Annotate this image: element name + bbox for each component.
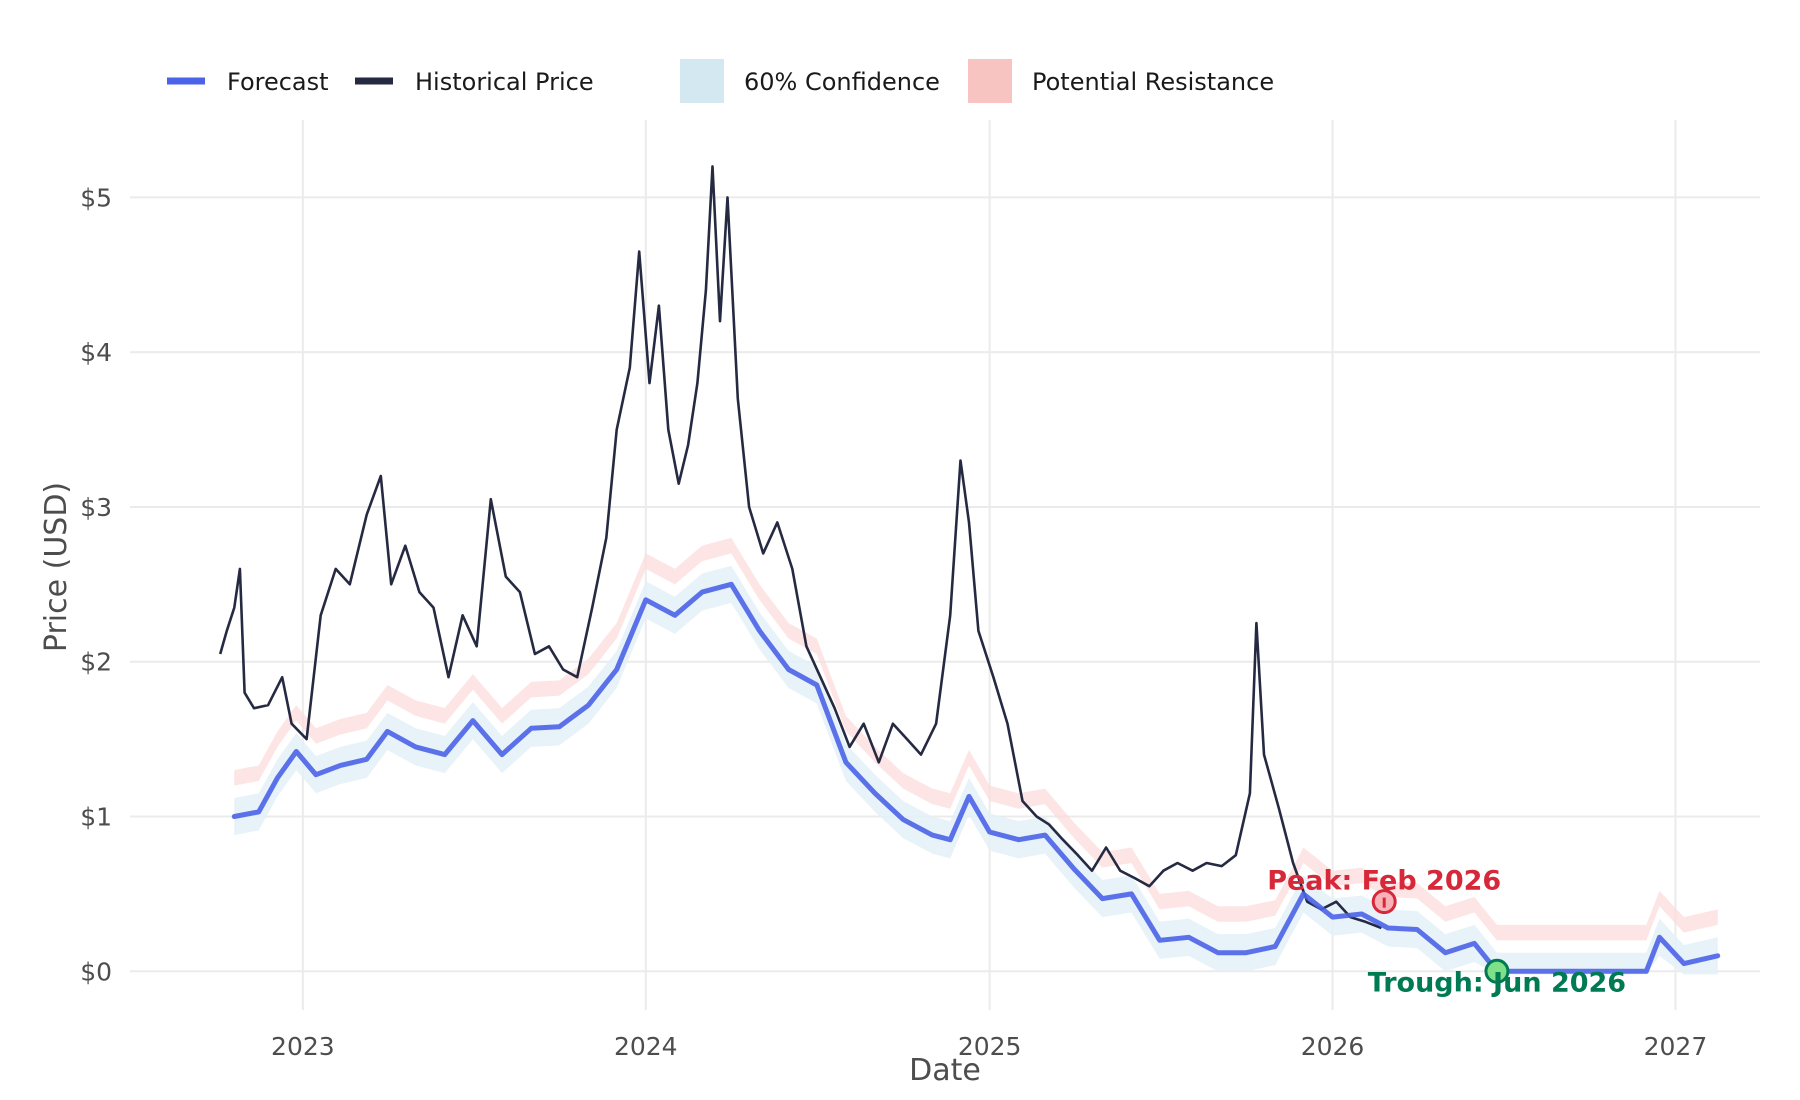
lines [218, 165, 1721, 974]
legend-label: Forecast [227, 68, 329, 96]
legend-label: Potential Resistance [1032, 68, 1274, 96]
annotations: Peak: Feb 2026 Trough: Jun 2026 [1267, 866, 1626, 999]
x-tick-label: 2025 [958, 1032, 1022, 1061]
y-tick-label: $1 [80, 803, 112, 832]
legend-item: Forecast [167, 68, 329, 96]
trough-label: Trough: Jun 2026 [1368, 967, 1626, 998]
x-tick-label: 2027 [1644, 1032, 1708, 1061]
legend-label: Historical Price [415, 68, 594, 96]
legend-swatch [680, 59, 724, 103]
y-tick-label: $3 [80, 493, 112, 522]
x-axis-title: Date [909, 1053, 981, 1088]
x-tick-label: 2023 [271, 1032, 335, 1061]
peak-label: Peak: Feb 2026 [1267, 866, 1501, 897]
forecast-line [231, 581, 1721, 974]
x-tick-label: 2024 [614, 1032, 678, 1061]
historical-price-line [218, 165, 1382, 930]
grid [130, 120, 1760, 1010]
y-tick-label: $0 [80, 957, 112, 986]
legend-item: Potential Resistance [968, 59, 1274, 103]
legend: Forecast Historical Price 60% Confidence Po… [167, 59, 1274, 103]
confidence-band [234, 565, 1718, 975]
trough-marker [1484, 958, 1510, 984]
legend-swatch [968, 59, 1012, 103]
bands [234, 537, 1718, 975]
legend-label: 60% Confidence [744, 68, 940, 96]
legend-item: 60% Confidence [680, 59, 940, 103]
y-tick-label: $4 [80, 338, 112, 367]
y-tick-label: $2 [80, 648, 112, 677]
resistance-band [234, 537, 1718, 941]
y-tick-label: $5 [80, 183, 112, 212]
y-axis-title: Price (USD) [39, 482, 74, 652]
legend-item: Historical Price [355, 68, 594, 96]
x-tick-label: 2026 [1301, 1032, 1365, 1061]
tick-labels: $0 $1 $2 $3 $4 $5 2023 2024 2025 2026 2027 [80, 183, 1707, 1061]
